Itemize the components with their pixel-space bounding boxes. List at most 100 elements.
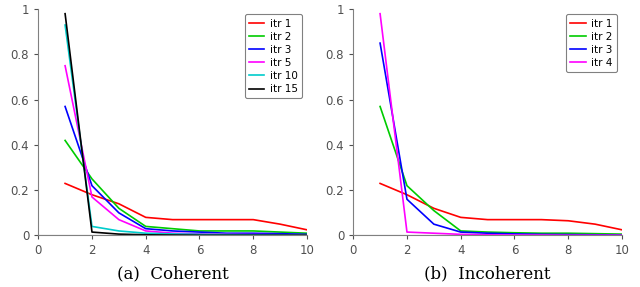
itr 3 <box>223 232 230 235</box>
itr 1 <box>403 193 411 197</box>
itr 15 <box>250 234 257 237</box>
itr 4 <box>484 233 492 236</box>
itr 3 <box>196 230 204 234</box>
itr 3 <box>303 233 311 236</box>
itr 1 <box>276 222 284 226</box>
itr 1 <box>538 218 545 221</box>
itr 2 <box>61 139 69 142</box>
itr 5 <box>142 229 150 233</box>
itr 10 <box>115 229 123 233</box>
itr 15 <box>276 234 284 237</box>
itr 15 <box>61 12 69 15</box>
itr 2 <box>250 229 257 233</box>
itr 2 <box>511 231 518 234</box>
itr 2 <box>88 177 96 181</box>
itr 5 <box>276 233 284 236</box>
itr 10 <box>250 233 257 236</box>
itr 3 <box>457 230 465 234</box>
itr 2 <box>538 232 545 235</box>
itr 10 <box>142 232 150 235</box>
itr 3 <box>169 229 177 233</box>
itr 4 <box>457 233 465 236</box>
itr 2 <box>484 230 492 234</box>
itr 2 <box>403 184 411 187</box>
Line: itr 4: itr 4 <box>380 14 622 235</box>
itr 15 <box>223 234 230 237</box>
itr 1 <box>223 218 230 221</box>
itr 1 <box>61 182 69 185</box>
itr 10 <box>196 233 204 236</box>
itr 1 <box>511 218 518 221</box>
itr 10 <box>223 233 230 236</box>
itr 15 <box>142 233 150 236</box>
itr 2 <box>564 232 572 235</box>
itr 4 <box>564 234 572 237</box>
itr 2 <box>457 229 465 233</box>
itr 2 <box>376 105 384 108</box>
itr 4 <box>430 232 438 235</box>
itr 2 <box>276 230 284 234</box>
itr 10 <box>169 232 177 236</box>
itr 1 <box>169 218 177 221</box>
itr 3 <box>430 222 438 226</box>
itr 4 <box>591 234 599 237</box>
itr 2 <box>303 232 311 235</box>
itr 10 <box>303 234 311 237</box>
Line: itr 5: itr 5 <box>65 66 307 235</box>
itr 1 <box>196 218 204 221</box>
itr 5 <box>169 232 177 235</box>
itr 1 <box>376 182 384 185</box>
itr 15 <box>196 234 204 237</box>
Line: itr 2: itr 2 <box>380 106 622 234</box>
itr 3 <box>115 211 123 215</box>
itr 15 <box>169 233 177 237</box>
itr 15 <box>303 234 311 237</box>
itr 1 <box>618 228 626 232</box>
itr 1 <box>250 218 257 221</box>
itr 1 <box>303 228 311 232</box>
itr 10 <box>276 233 284 237</box>
itr 2 <box>223 229 230 233</box>
itr 15 <box>88 230 96 234</box>
Line: itr 2: itr 2 <box>65 140 307 233</box>
itr 4 <box>376 12 384 15</box>
itr 2 <box>196 229 204 233</box>
itr 3 <box>403 197 411 201</box>
itr 1 <box>564 219 572 222</box>
itr 3 <box>618 233 626 237</box>
itr 5 <box>88 195 96 199</box>
X-axis label: (b)  Incoherent: (b) Incoherent <box>424 266 551 283</box>
Line: itr 15: itr 15 <box>65 14 307 235</box>
itr 5 <box>223 233 230 236</box>
itr 2 <box>115 207 123 210</box>
itr 4 <box>538 233 545 237</box>
itr 4 <box>403 230 411 234</box>
itr 5 <box>115 218 123 221</box>
Legend: itr 1, itr 2, itr 3, itr 5, itr 10, itr 15: itr 1, itr 2, itr 3, itr 5, itr 10, itr … <box>244 14 302 98</box>
itr 3 <box>142 227 150 230</box>
itr 10 <box>88 225 96 228</box>
itr 2 <box>591 232 599 235</box>
itr 2 <box>142 225 150 228</box>
itr 2 <box>618 232 626 236</box>
itr 5 <box>61 64 69 67</box>
itr 3 <box>88 184 96 187</box>
itr 1 <box>457 216 465 219</box>
itr 15 <box>115 232 123 236</box>
Line: itr 3: itr 3 <box>65 106 307 234</box>
itr 3 <box>591 233 599 236</box>
Line: itr 1: itr 1 <box>380 183 622 230</box>
itr 1 <box>142 216 150 219</box>
itr 5 <box>250 233 257 236</box>
itr 1 <box>115 202 123 205</box>
itr 1 <box>430 207 438 210</box>
itr 3 <box>276 232 284 235</box>
itr 1 <box>591 222 599 226</box>
itr 10 <box>61 23 69 27</box>
itr 3 <box>511 232 518 236</box>
Line: itr 10: itr 10 <box>65 25 307 235</box>
X-axis label: (a)  Coherent: (a) Coherent <box>116 266 228 283</box>
itr 1 <box>88 193 96 197</box>
Line: itr 1: itr 1 <box>65 183 307 230</box>
itr 3 <box>484 232 492 235</box>
